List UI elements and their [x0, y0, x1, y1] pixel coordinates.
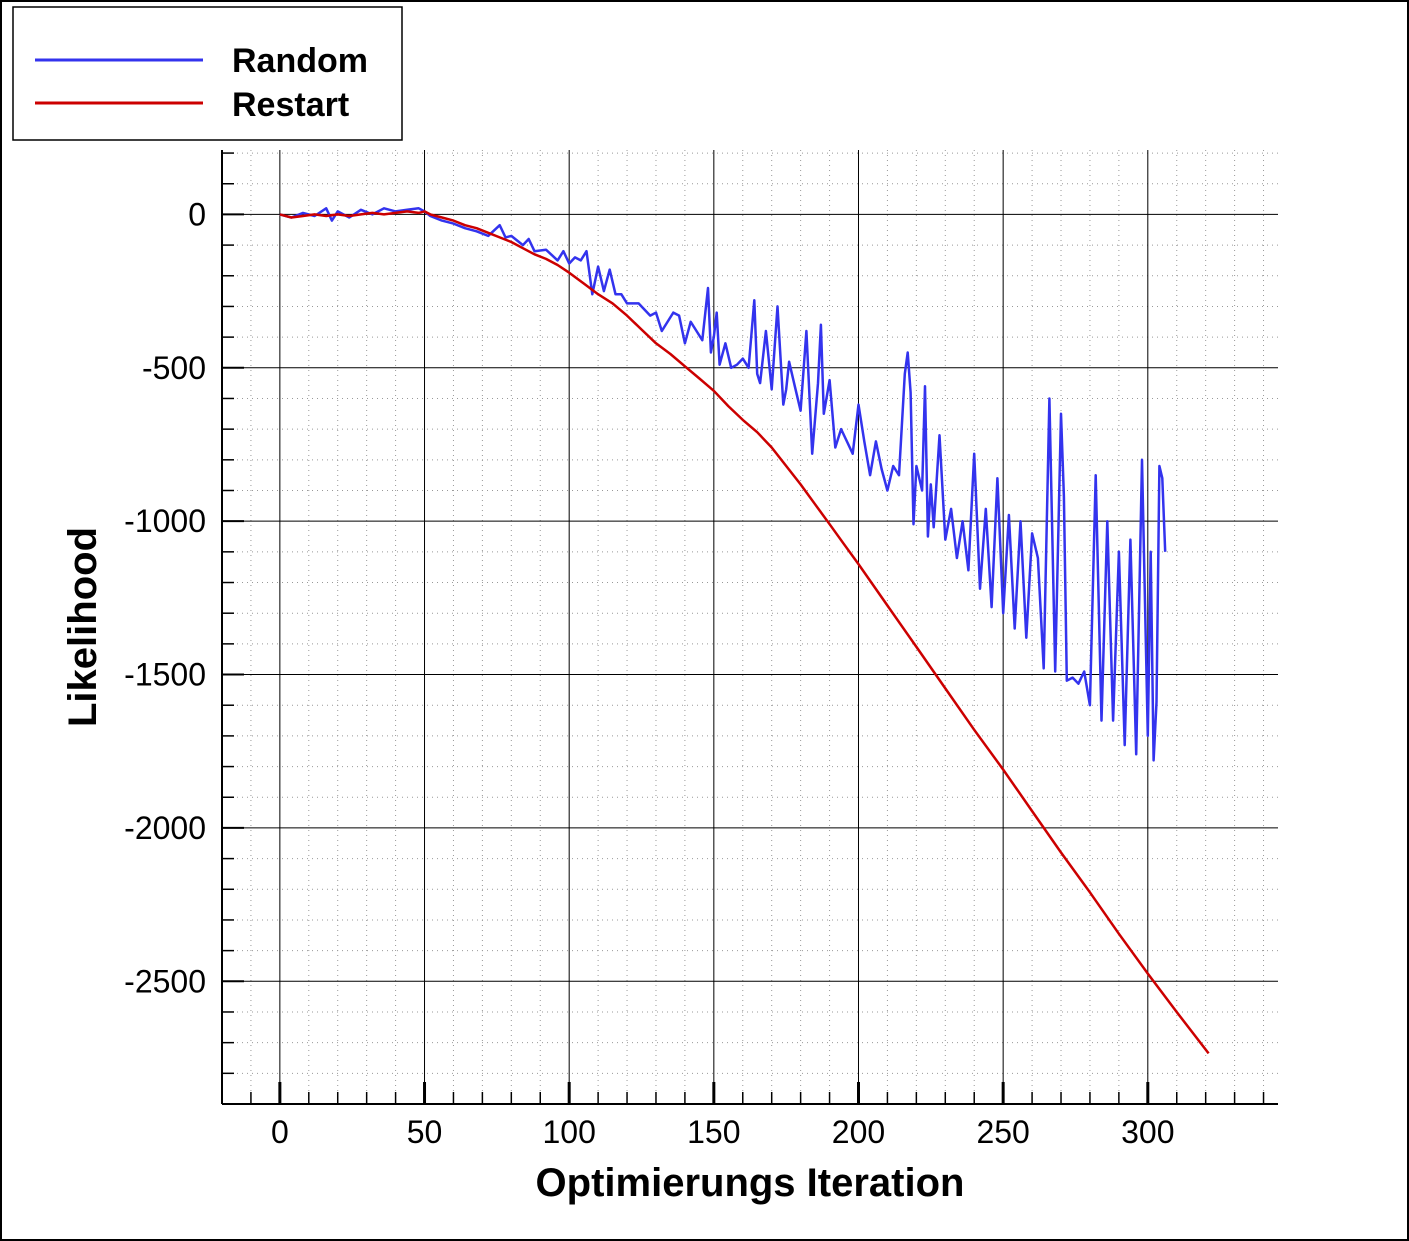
x-tick-label: 100	[542, 1114, 595, 1150]
y-tick-label: -2500	[124, 963, 206, 999]
series-line-random	[279, 207, 1167, 762]
legend-label-random: Random	[232, 42, 368, 80]
x-tick-label: 250	[976, 1114, 1029, 1150]
y-tick-label: -2000	[124, 810, 206, 846]
x-tick-label: 50	[407, 1114, 443, 1150]
x-tick-label: 200	[832, 1114, 885, 1150]
x-tick-label: 150	[687, 1114, 740, 1150]
y-tick-label: -1000	[124, 503, 206, 539]
x-tick-label: 0	[271, 1114, 289, 1150]
minor-grid	[221, 150, 1278, 1104]
x-axis-title: Optimierungs Iteration	[536, 1161, 965, 1205]
y-tick-label: 0	[188, 196, 206, 232]
y-axis-title: Likelihood	[61, 527, 105, 727]
series-line-restart	[279, 210, 1210, 1055]
y-tick-label: -1500	[124, 657, 206, 693]
legend: Random Restart	[12, 6, 403, 141]
x-tick-label: 300	[1121, 1114, 1174, 1150]
series-layer	[279, 207, 1210, 1055]
y-tick-label: -500	[142, 350, 206, 386]
legend-label-restart: Restart	[232, 86, 349, 124]
tick-labels: 0 50 100 150 200 250 300 0 -500 -1000 -1500 -2000 -2…	[124, 196, 1174, 1150]
legend-box	[12, 6, 403, 141]
major-grid	[222, 150, 1278, 1104]
axes-layer	[221, 150, 1278, 1105]
